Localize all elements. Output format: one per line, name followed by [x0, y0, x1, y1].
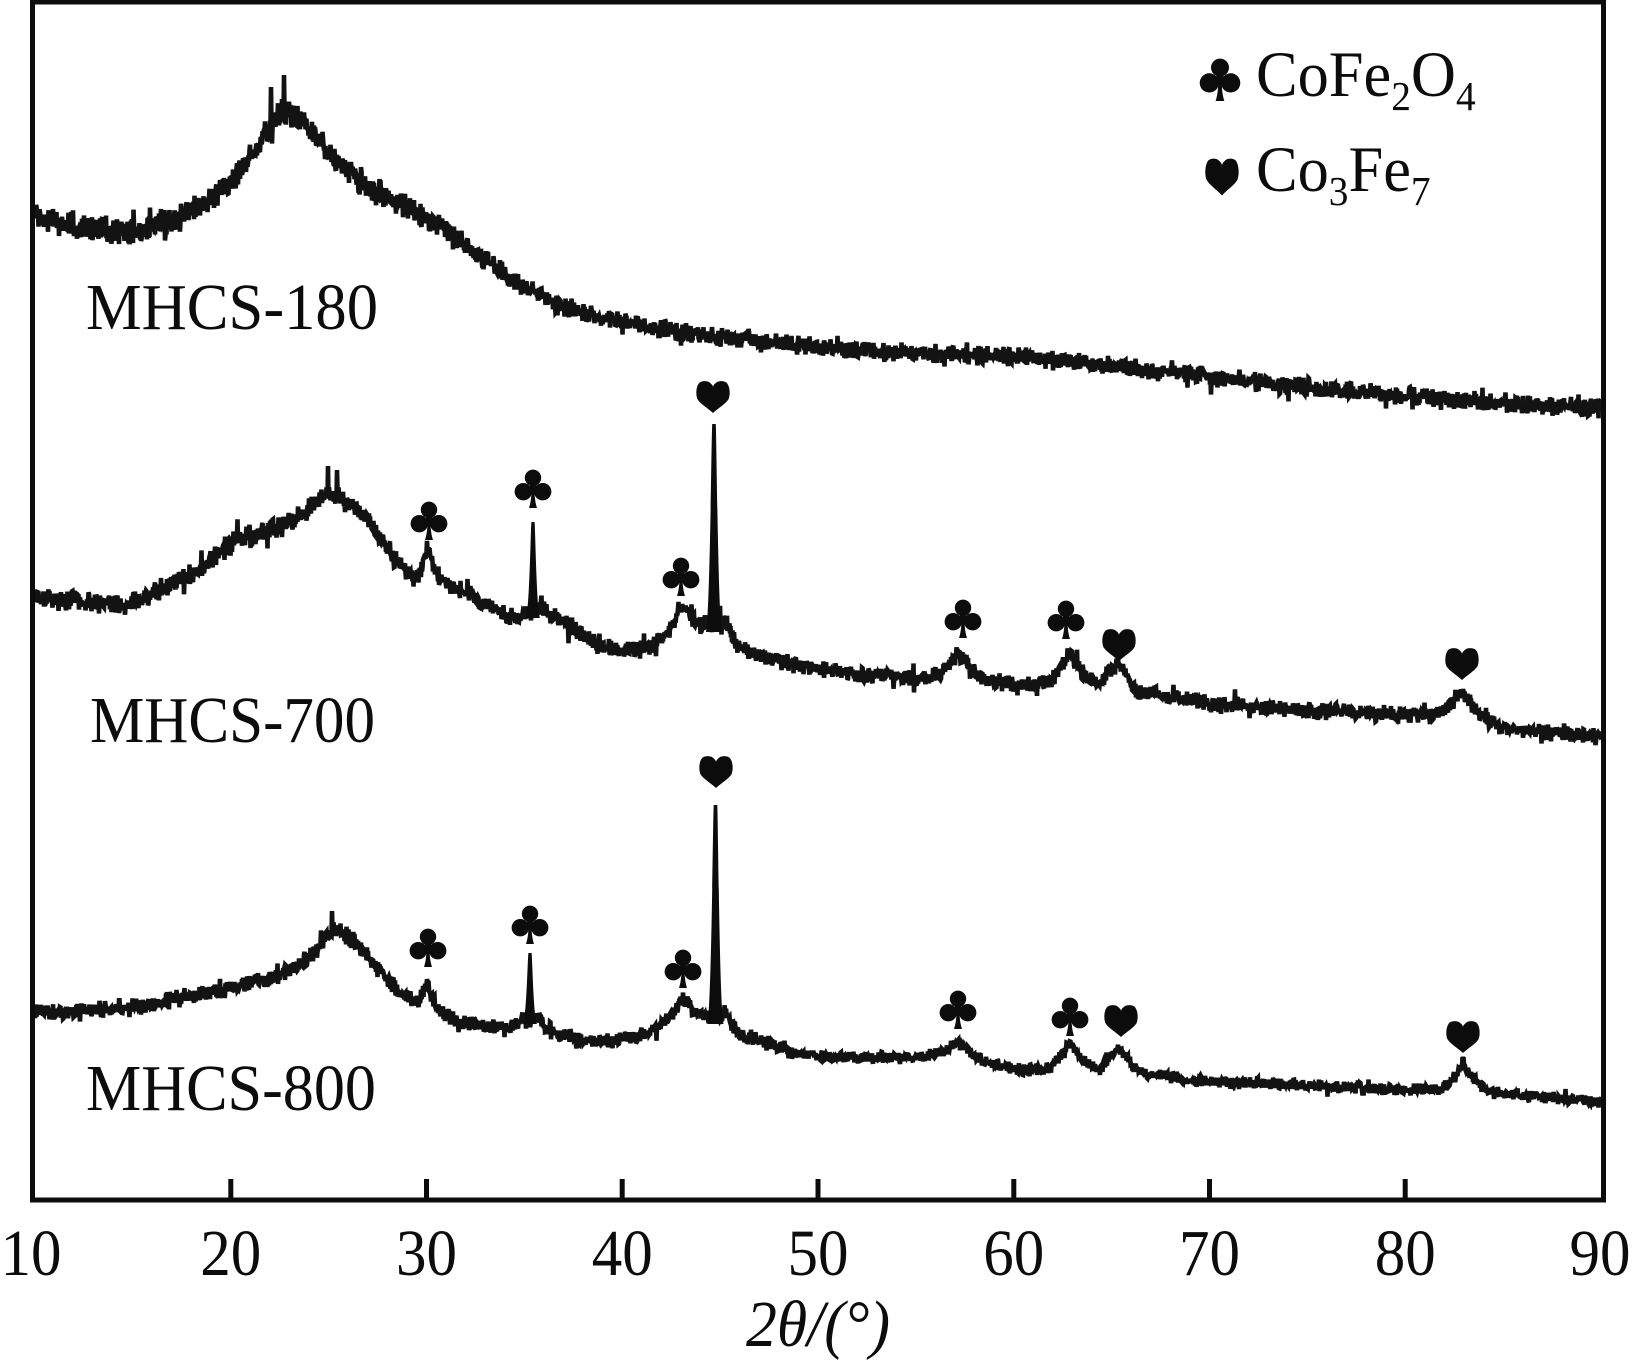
svg-text:30: 30 [396, 1217, 457, 1290]
svg-text:MHCS-800: MHCS-800 [86, 1052, 376, 1125]
svg-text:10: 10 [1, 1217, 62, 1290]
svg-text:CoFe2O4: CoFe2O4 [1256, 38, 1476, 119]
svg-text:70: 70 [1179, 1217, 1240, 1290]
svg-text:80: 80 [1375, 1217, 1436, 1290]
svg-text:90: 90 [1570, 1217, 1631, 1290]
svg-text:60: 60 [983, 1217, 1044, 1290]
svg-text:20: 20 [200, 1217, 261, 1290]
svg-text:2θ/(°): 2θ/(°) [746, 1288, 890, 1361]
svg-text:40: 40 [592, 1217, 653, 1290]
svg-text:MHCS-180: MHCS-180 [86, 271, 378, 344]
svg-text:MHCS-700: MHCS-700 [90, 684, 375, 757]
svg-text:50: 50 [788, 1217, 849, 1290]
